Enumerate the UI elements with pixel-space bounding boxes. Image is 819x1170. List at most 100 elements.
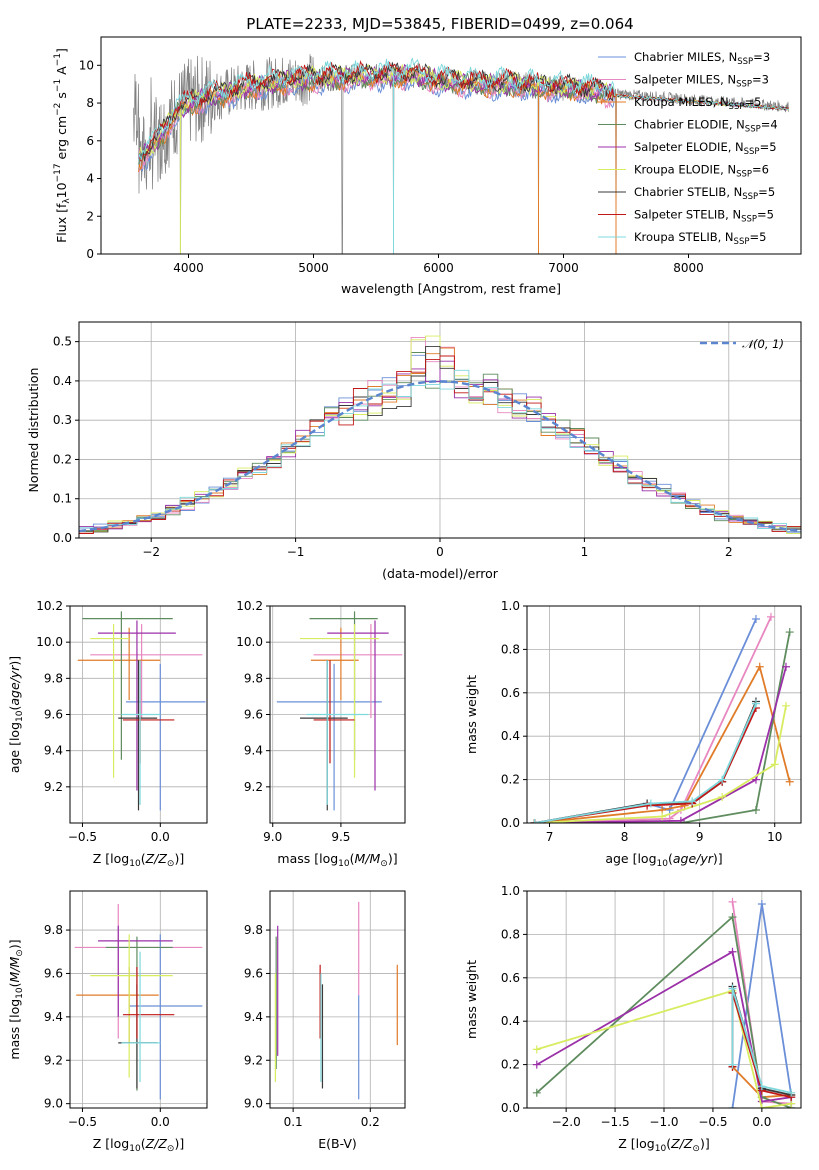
y-tick-label: 0.2 [501,773,520,787]
y-tick-label: 9.8 [244,671,263,685]
x-label-part: M/M [355,851,381,866]
y-label-main: mass weight [464,960,479,1039]
y-label-s: s [54,92,69,103]
x-label-part: )] [713,851,723,866]
axes-frame [269,890,406,1109]
y-tick-label: 0.1 [53,492,72,506]
legend-name: Kroupa MILES, N [634,95,729,109]
legend-entry: Salpeter MILES, NSSP=3 [634,73,769,90]
figure-title: PLATE=2233, MJD=53845, FIBERID=0499, z=0… [246,15,633,33]
legend-sub: SSP [741,215,757,225]
weight-point-KroupaSTELIB [757,1082,766,1091]
weight-line-ChabrierELODIE [536,915,792,1108]
plot-area [532,897,796,1108]
y-tick-label: 10 [79,58,94,72]
x-tick-label: 1 [581,545,589,559]
weight-point-KroupaMILES [755,662,764,671]
axes-z-weights: −2.0 −1.5 −1.0 −0.5 0.0 0.0 0.2 0.4 0.6 0.8 1.0 Z [… [464,884,802,1154]
weight-point-SalpeterMILES [766,612,775,621]
plot-area [274,901,398,1100]
y-label-exp: −1 [53,79,63,92]
weight-line-KroupaMILES [534,664,791,823]
weight-line-SalpeterELODIE [534,666,787,823]
y-tick-label: 0.2 [501,1058,520,1072]
y-label-main: age [log [7,722,22,773]
x-tick-label: 9.5 [331,830,350,844]
axes-residuals: −2 −1 0 1 2 0.0 0.1 0.2 0.3 0.4 0.5 𝒩(0, 1) (data-mo… [26,321,802,581]
y-tick-label: 9.0 [44,1097,63,1111]
x-tick-label: 9 [696,830,704,844]
weight-line-ChabrierELODIE [534,631,791,823]
y-label-close: ] [54,48,69,53]
x-label-main: age [log [605,851,656,866]
x-label-part: )] [174,1136,184,1151]
legend-sub: SSP [744,147,760,157]
plot-area [79,335,801,535]
legend-sub: SSP [736,170,752,180]
weight-point-KroupaELODIE [781,701,790,710]
y-label-part: M/M [7,956,22,982]
weight-point-KroupaELODIE [658,812,667,821]
legend-count: 3 [763,50,770,64]
x-axis-label: E(B-V) [318,1136,357,1151]
y-label-exp: −1 [53,53,63,66]
legend-sub: SSP [745,125,761,135]
y-label-exp: −17 [53,163,63,182]
x-label-part: )] [174,851,184,866]
legend-name: Kroupa ELODIE, N [634,163,736,177]
axes-spectrum: 4000 5000 6000 7000 8000 0 2 4 6 8 10 wavelength [A… [53,36,802,296]
legend-count: 5 [769,140,776,154]
axes-frame [526,605,802,824]
x-label-part: Z/Z [670,1136,693,1151]
y-tick-label: 0.2 [53,452,72,466]
y-tick-label: 9.2 [244,1053,263,1067]
x-tick-label: 7000 [548,261,579,275]
weight-point-ChabrierMILES [728,1104,737,1108]
legend-n: = [761,118,771,132]
y-tick-label: 9.2 [244,780,263,794]
x-axis-label: mass [log10(M/M⊙)] [277,851,397,869]
x-tick-label: 8000 [673,261,704,275]
legend-name: Chabrier MILES, N [634,50,737,64]
x-label-part: )] [388,851,398,866]
y-axis-label: Normed distribution [26,368,41,493]
legend-name: Salpeter MILES, N [634,73,736,87]
y-tick-label: 0.0 [53,531,72,545]
x-tick-label: 0 [436,545,444,559]
weight-point-SalpeterMILES [728,897,737,906]
legend-entry: Chabrier STELIB, NSSP=5 [634,185,775,202]
x-tick-label: 10 [767,830,782,844]
x-label-part: ( [668,851,673,866]
legend-n: = [749,230,759,244]
y-tick-label: 9.8 [44,923,63,937]
weight-line-SalpeterMILES [534,616,772,823]
plot-area [133,54,789,254]
legend-n: = [752,163,762,177]
y-tick-label: 0.6 [501,686,520,700]
legend-sub: SSP [734,237,750,247]
legend-entry: Kroupa STELIB, NSSP=5 [634,230,766,247]
x-tick-label: 0.0 [752,1115,771,1129]
legend-n: = [752,73,762,87]
y-tick-label: 4 [86,172,94,186]
y-tick-label: 9.2 [44,780,63,794]
plot-area [74,904,203,1100]
y-label-part: 10 [15,710,25,722]
legend-name: Chabrier ELODIE, N [634,118,745,132]
weight-point-ChabrierMILES [757,900,766,909]
legend-count: 5 [754,95,761,109]
weight-point-KroupaSTELIB [646,799,655,808]
gaussian-legend-label: 𝒩(0, 1) [742,337,784,351]
weight-point-KroupaSTELIB [718,775,727,784]
weight-point-KroupaMILES [785,777,794,786]
x-tick-label: 4000 [173,261,204,275]
y-tick-label: 10.2 [236,599,263,613]
y-label-exp: −2 [53,103,63,116]
legend-name: Salpeter ELODIE, N [634,140,744,154]
y-label-part: )] [7,939,22,949]
x-label-part: ⊙ [167,859,175,869]
weight-point-KroupaSTELIB [530,819,539,823]
y-tick-label: 0.0 [501,1101,520,1115]
plot-area [276,611,403,811]
